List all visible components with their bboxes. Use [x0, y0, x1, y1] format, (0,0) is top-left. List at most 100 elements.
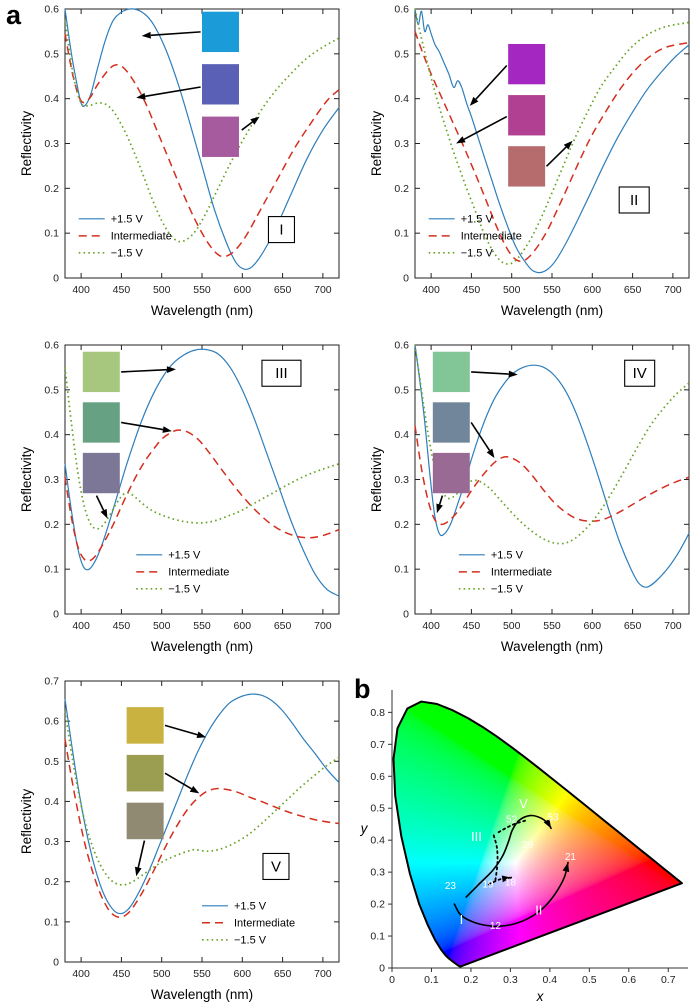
x-tick-label: 700: [664, 620, 682, 632]
x-tick-label: 400: [72, 284, 90, 296]
arrow-head: [543, 818, 552, 829]
cie-point-label: 12: [490, 921, 502, 932]
x-tick-label: 0.7: [661, 974, 676, 986]
y-axis-label: Reflectivity: [369, 111, 384, 177]
x-tick-label: 700: [314, 620, 332, 632]
series-line-dashed: [64, 429, 340, 562]
annotation-arrow: [121, 421, 164, 431]
spectra-chart-III: 400 450 500 550 600 650 700 0 0.1 0.2 0.3 0.4 0.5 0.6…: [18, 338, 348, 658]
y-tick-label: 0.2: [44, 876, 59, 888]
x-tick-label: 650: [274, 284, 292, 296]
arrow-head: [166, 366, 176, 374]
x-tick-label: 500: [153, 968, 171, 980]
series-line-dashed: [414, 425, 690, 526]
x-tick-label: 600: [234, 968, 252, 980]
y-axis-label: Reflectivity: [19, 447, 34, 513]
color-swatch: [508, 95, 546, 136]
cie-state-label: III: [471, 829, 482, 844]
cie-state-label: V: [519, 796, 528, 811]
axes-frame: [414, 8, 690, 279]
y-tick-label: 0.4: [370, 835, 385, 847]
axes-frame: [64, 680, 340, 963]
panel-number: I: [279, 222, 283, 239]
series-line-dotted: [64, 20, 340, 243]
y-tick-label: 0.5: [44, 756, 59, 768]
series-line-dashed: [64, 739, 340, 918]
cie-point-label: 18: [505, 878, 517, 889]
x-tick-label: 0.4: [543, 974, 558, 986]
arrow-head: [486, 448, 495, 458]
trajectory-solid: [453, 861, 569, 928]
annotation-arrow: [150, 31, 201, 37]
x-axis-label: Wavelength (nm): [151, 987, 253, 1002]
y-tick-label: 0.6: [394, 4, 409, 16]
panel-number-box: [624, 359, 656, 387]
chart-svg-V: 400 450 500 550 600 650 700 0 0.1 0.2 0.3 0.4 0.5 0.6…: [19, 676, 340, 1002]
legend-label: Intermediate: [491, 566, 552, 578]
x-tick-label: 550: [193, 968, 211, 980]
cie-point-label: 21: [565, 852, 577, 863]
panel-number-box: [261, 359, 302, 387]
x-axis-label: Wavelength (nm): [151, 639, 253, 654]
x-tick-label: 450: [113, 284, 131, 296]
panel-number: II: [630, 192, 638, 209]
panel-number: III: [275, 365, 288, 382]
cie-state-label: I: [460, 912, 464, 927]
x-tick-label: 0.3: [503, 974, 518, 986]
y-tick-label: 0.4: [44, 429, 59, 441]
legend-label: −1.5 V: [111, 247, 144, 259]
arrow-head: [162, 426, 172, 433]
y-tick-label: 0.3: [44, 138, 59, 150]
legend-label: Intermediate: [234, 917, 295, 929]
series-line-solid: [64, 348, 340, 597]
y-tick-label: 0.7: [370, 739, 385, 751]
color-swatch: [82, 402, 120, 443]
color-swatch: [126, 754, 164, 792]
color-swatch: [126, 802, 164, 840]
y-tick-label: 0.6: [370, 771, 385, 783]
x-tick-label: 400: [72, 620, 90, 632]
trajectory-dotted: [497, 819, 528, 834]
cie-point-label: 19: [482, 879, 494, 890]
arrow-head: [436, 503, 443, 514]
y-tick-label: 0: [403, 609, 409, 621]
arrow-head: [456, 136, 466, 144]
y-tick-label: 0.2: [370, 899, 385, 911]
cie-point-label: 52: [506, 815, 518, 826]
chart-svg-IV: 400 450 500 550 600 650 700 0 0.1 0.2 0.3 0.4 0.5 0.6…: [369, 340, 690, 654]
x-tick-label: 700: [314, 968, 332, 980]
x-tick-label: 550: [193, 284, 211, 296]
y-tick-label: 0.8: [370, 707, 385, 719]
legend-label: −1.5 V: [491, 583, 524, 595]
annotation-arrow: [164, 724, 198, 736]
legend-label: −1.5 V: [461, 247, 494, 259]
trajectory-solid: [465, 814, 552, 898]
cie-point-label: 29: [522, 840, 534, 851]
cie-point-label: 23: [445, 881, 457, 892]
y-tick-label: 0.2: [44, 519, 59, 531]
arrow-head: [100, 508, 108, 519]
cie-gamut-canvas: [392, 690, 688, 968]
y-tick-label: 0: [53, 273, 59, 285]
x-tick-label: 450: [463, 620, 481, 632]
y-axis-label: Reflectivity: [19, 789, 34, 855]
x-tick-label: 550: [543, 620, 561, 632]
arrow-head: [141, 31, 151, 39]
panel-a-label: a: [6, 0, 22, 30]
arrow-head: [469, 96, 479, 106]
arrow-head: [508, 370, 518, 378]
x-tick-label: 650: [624, 284, 642, 296]
y-tick-label: 0: [53, 609, 59, 621]
trajectory-dotted: [492, 833, 499, 882]
y-tick-label: 0.1: [394, 564, 409, 576]
x-axis-label: Wavelength (nm): [501, 303, 603, 318]
cie-chromaticity-panel: b 0 0.1 0.2 0.3 0.4 0.5 0.6 0.7 0 0.1 0.2 0.3 0.4 0.5…: [352, 676, 698, 1006]
arrow-head: [250, 116, 260, 125]
x-tick-label: 700: [664, 284, 682, 296]
y-tick-label: 0.2: [44, 183, 59, 195]
cie-state-label: II: [535, 902, 542, 917]
color-swatch: [432, 351, 470, 393]
color-swatch: [202, 11, 239, 53]
annotation-arrow: [95, 495, 105, 511]
panel-number-box: [262, 852, 290, 881]
